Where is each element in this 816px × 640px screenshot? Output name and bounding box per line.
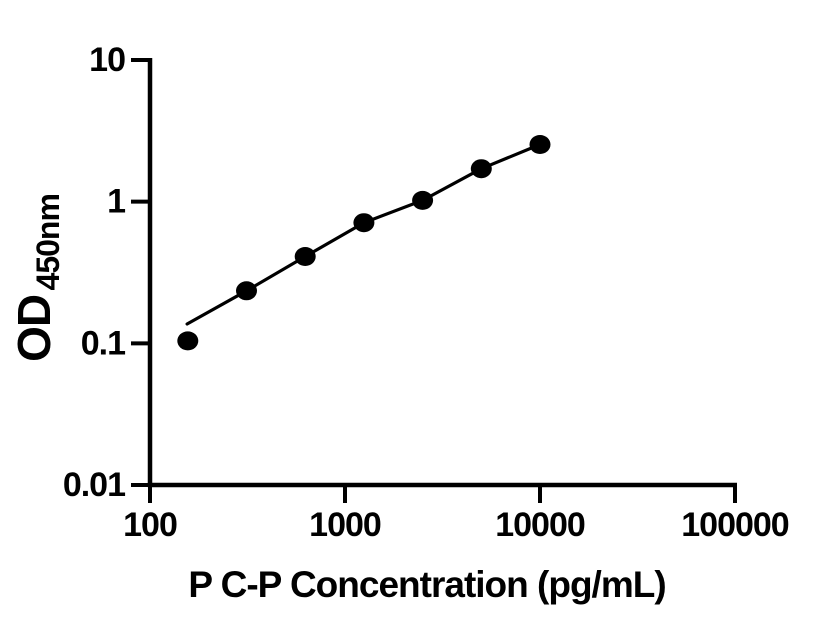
x-tick-label: 1000	[309, 506, 381, 544]
y-axis-title-main: OD	[8, 295, 60, 362]
data-point	[529, 135, 551, 154]
y-tick-label: 10	[89, 41, 125, 79]
y-axis-title-subscript: 450nm	[30, 194, 66, 290]
y-tick-label: 1	[107, 183, 125, 221]
y-axis-title: OD 450nm	[8, 194, 66, 362]
y-tick-label: 0.1	[81, 324, 125, 362]
x-tick-label: 100000	[681, 506, 789, 544]
x-tick-label: 100	[123, 506, 177, 544]
data-point	[470, 159, 492, 179]
standard-curve-series	[177, 135, 551, 351]
x-axis-ticks: 100 1000 10000 100000	[123, 485, 790, 544]
x-tick-label: 10000	[495, 506, 585, 544]
data-point	[412, 190, 434, 210]
y-axis-ticks: 10 1 0.1 0.01	[63, 41, 150, 504]
data-point	[353, 213, 375, 233]
data-point	[177, 331, 199, 351]
data-point	[236, 281, 257, 301]
x-axis-title: P C-P Concentration (pg/mL)	[188, 564, 665, 605]
y-tick-label: 0.01	[63, 466, 125, 504]
data-point	[294, 247, 316, 266]
